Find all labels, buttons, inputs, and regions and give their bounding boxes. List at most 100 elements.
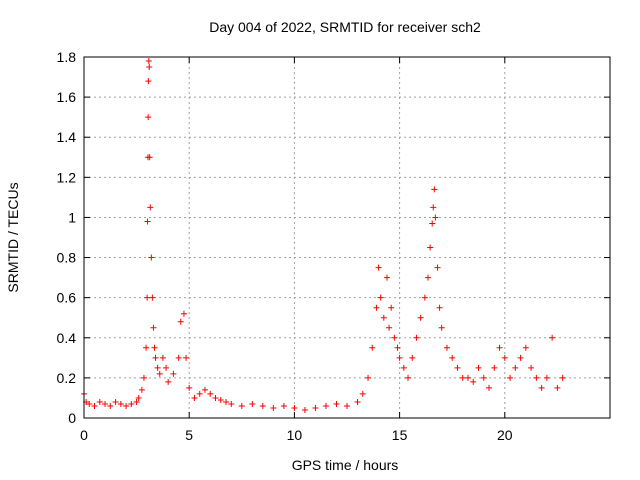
data-point	[501, 354, 508, 361]
data-point	[180, 310, 187, 317]
data-point	[333, 400, 340, 407]
data-point	[145, 58, 152, 65]
data-point	[138, 386, 145, 393]
data-point	[102, 400, 109, 407]
data-point	[430, 204, 437, 211]
data-point	[543, 374, 550, 381]
data-points	[81, 58, 566, 413]
data-point	[145, 114, 152, 121]
data-point	[421, 294, 428, 301]
y-axis-label: SRMTID / TECUs	[5, 182, 21, 292]
axis-ticks: 0 0.2 0.4 0.6 0.8 1 1.2 1.4 1.6 1.8 0 5 10 15 20	[57, 49, 610, 443]
data-point	[380, 314, 387, 321]
y-tick-label: 1.2	[57, 169, 77, 185]
data-point	[177, 318, 184, 325]
data-point	[496, 344, 503, 351]
data-point	[151, 344, 158, 351]
data-point	[491, 364, 498, 371]
data-point	[443, 344, 450, 351]
y-tick-label: 0.6	[57, 290, 77, 306]
data-point	[143, 344, 150, 351]
data-point	[150, 324, 157, 331]
data-point	[270, 404, 277, 411]
data-point	[396, 354, 403, 361]
data-point	[449, 354, 456, 361]
data-point	[117, 400, 124, 407]
data-point	[217, 396, 224, 403]
data-point	[554, 384, 561, 391]
data-point	[291, 404, 298, 411]
data-point	[517, 354, 524, 361]
data-point	[388, 304, 395, 311]
y-tick-label: 1	[68, 209, 76, 225]
data-point	[359, 390, 366, 397]
data-point	[538, 384, 545, 391]
data-point	[170, 370, 177, 377]
grid-lines	[83, 56, 610, 419]
data-point	[146, 64, 153, 71]
data-point	[107, 402, 114, 409]
data-point	[383, 274, 390, 281]
data-point	[280, 402, 287, 409]
data-point	[400, 364, 407, 371]
data-point	[249, 400, 256, 407]
data-point	[454, 364, 461, 371]
data-point	[432, 214, 439, 221]
data-point	[373, 304, 380, 311]
data-point	[165, 378, 172, 385]
data-point	[409, 354, 416, 361]
data-point	[186, 384, 193, 391]
data-point	[425, 274, 432, 281]
data-point	[480, 374, 487, 381]
data-point	[159, 354, 166, 361]
data-point	[228, 400, 235, 407]
x-tick-label: 5	[185, 427, 193, 443]
data-point	[533, 374, 540, 381]
x-tick-label: 15	[392, 427, 408, 443]
data-point	[413, 334, 420, 341]
data-point	[507, 374, 514, 381]
data-point	[436, 304, 443, 311]
y-tick-label: 1.8	[57, 49, 77, 65]
data-point	[475, 364, 482, 371]
x-tick-label: 20	[497, 427, 513, 443]
data-point	[148, 254, 155, 261]
data-point	[112, 398, 119, 405]
data-point	[434, 264, 441, 271]
data-point	[96, 398, 103, 405]
data-point	[238, 402, 245, 409]
x-tick-label: 0	[80, 427, 88, 443]
data-point	[417, 314, 424, 321]
data-point	[144, 294, 151, 301]
data-point	[312, 404, 319, 411]
data-point	[128, 400, 135, 407]
data-point	[549, 334, 556, 341]
y-tick-label: 0.2	[57, 370, 77, 386]
data-point	[431, 186, 438, 193]
data-point	[470, 378, 477, 385]
data-point	[152, 354, 159, 361]
data-point	[146, 154, 153, 161]
data-point	[212, 394, 219, 401]
data-point	[183, 354, 190, 361]
data-point	[459, 374, 466, 381]
data-point	[259, 402, 266, 409]
data-point	[394, 344, 401, 351]
data-point	[207, 390, 214, 397]
data-point	[163, 364, 170, 371]
data-point	[354, 398, 361, 405]
data-point	[191, 394, 198, 401]
data-point	[133, 398, 140, 405]
data-point	[175, 354, 182, 361]
data-point	[375, 264, 382, 271]
data-point	[365, 374, 372, 381]
data-point	[559, 374, 566, 381]
data-point	[201, 386, 208, 393]
data-point	[391, 334, 398, 341]
data-point	[149, 294, 156, 301]
data-point	[522, 344, 529, 351]
data-point	[86, 400, 93, 407]
data-point	[140, 374, 147, 381]
data-point	[377, 294, 384, 301]
